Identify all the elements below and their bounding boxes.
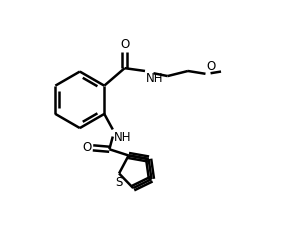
- Text: O: O: [120, 38, 129, 51]
- Text: NH: NH: [146, 72, 164, 85]
- Text: S: S: [115, 176, 123, 189]
- Text: NH: NH: [114, 131, 131, 144]
- Text: O: O: [206, 60, 216, 73]
- Text: O: O: [82, 141, 91, 154]
